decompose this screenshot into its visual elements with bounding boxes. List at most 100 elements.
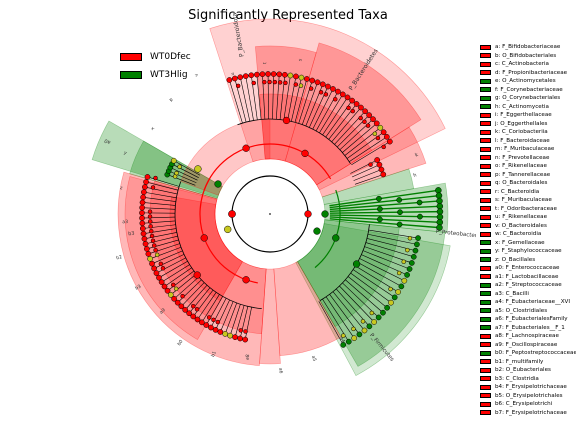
leaf-node [262, 79, 267, 85]
tree-branch [245, 76, 254, 121]
tree-branch [150, 246, 182, 260]
leaf-node [148, 224, 153, 229]
key-swatch [480, 163, 491, 169]
key-text: a1: F_Lactobacillaceae [495, 273, 559, 280]
key-text: x: F_Gemellaceae [495, 239, 545, 246]
leaf-node [232, 334, 238, 340]
key-swatch [480, 257, 491, 263]
tree-arc [319, 224, 370, 301]
key-item: a: F_Bifidobacteriaceae [480, 43, 576, 52]
leaf-node [335, 88, 341, 95]
leaf-node [212, 326, 219, 333]
leaf-node [375, 314, 382, 321]
tree-branch [345, 279, 384, 313]
leaf-node [272, 79, 278, 85]
leaf-node [353, 101, 360, 107]
leaf-node [167, 291, 174, 298]
leaf-node [362, 108, 368, 115]
key-item: b7: F_Erysipelotrichaceae [480, 409, 576, 418]
key-item: f: F_Corynebacteriaceae [480, 86, 576, 95]
key-item: a1: F_Lactobacillaceae [480, 273, 576, 282]
leaf-node [151, 243, 157, 248]
tree-branch [224, 302, 238, 334]
clade-node [214, 180, 222, 188]
clade-tag: b2 [116, 254, 123, 261]
leaf-node [145, 251, 152, 257]
leaf-node [259, 71, 266, 78]
key-swatch [480, 78, 491, 84]
tree-branch [283, 75, 291, 121]
leaf-node [323, 92, 329, 97]
key-text: r: C_Bacteroidia [495, 188, 540, 195]
key-item: g: O_Corynebacteriales [480, 94, 576, 103]
leaf-node [374, 157, 381, 163]
tree-branch [319, 94, 344, 134]
leaf-node [206, 315, 212, 320]
key-item: z: O_Bacillales [480, 256, 576, 265]
tree-branch [347, 276, 388, 308]
tree-branch [167, 174, 196, 186]
key-item: q: O_Bacteroidales [480, 179, 576, 188]
leaf-node [174, 170, 179, 176]
clade-node [282, 116, 291, 125]
key-swatch [480, 104, 491, 110]
leaf-node [388, 286, 393, 292]
leaf-node [406, 266, 413, 272]
leaf-node [190, 303, 196, 309]
key-item: b5: O_Erysipelotrichales [480, 392, 576, 401]
key-text: j: O_Eggerthellales [495, 120, 548, 127]
legend-item-wt3hlig: WT3Hlig [120, 66, 191, 84]
clade-tag: a4 [338, 336, 346, 344]
clade-label: a0 [104, 137, 112, 145]
tree-branch [365, 242, 414, 258]
key-text: z: O_Bacillales [495, 256, 536, 263]
key-text: d: F_Propionibacteriaceae [495, 69, 568, 76]
clade-node [313, 227, 321, 235]
tree-branch [318, 301, 344, 346]
leaf-node [217, 329, 224, 335]
key-text: p: F_Tannerellaceae [495, 171, 551, 178]
clade-shade-outer [124, 176, 243, 340]
leaf-node [386, 138, 393, 145]
leaf-node [235, 83, 241, 89]
leaf-node [435, 192, 443, 199]
key-item: h: C_Actinomycetia [480, 103, 576, 112]
leaf-node [237, 335, 243, 342]
leaf-node [142, 241, 149, 247]
clade-tag: y [123, 151, 128, 157]
tree-branch [301, 82, 318, 125]
legend-label: WT3Hlig [150, 70, 188, 80]
leaf-node [178, 303, 185, 310]
leaf-node [148, 228, 154, 234]
tree-branch [173, 276, 200, 300]
leaf-node [372, 131, 378, 137]
leaf-node [156, 274, 162, 281]
leaf-node [265, 71, 271, 77]
tree-branch [143, 196, 176, 202]
leaf-node [151, 265, 158, 272]
tree-branch [144, 186, 178, 195]
leaf-node [182, 307, 189, 313]
key-swatch [480, 112, 491, 118]
tree-branch [352, 269, 395, 298]
leaf-node [344, 94, 351, 101]
tree-arc [199, 178, 258, 284]
leaf-node [203, 322, 210, 328]
leaf-node [298, 83, 304, 88]
key-item: o: F_Rikenellaceae [480, 162, 576, 171]
leaf-node [267, 79, 272, 85]
leaf-node [226, 77, 233, 83]
tree-branch [239, 306, 249, 339]
key-swatch [480, 359, 491, 365]
key-swatch [480, 138, 491, 144]
leaf-node [339, 91, 346, 98]
leaf-node [164, 287, 171, 294]
tree-branch [244, 307, 252, 340]
leaf-node [384, 304, 390, 311]
key-text: a7: F_Eubacteriales__F_1 [495, 324, 565, 331]
tree-branch [164, 267, 192, 287]
leaf-node [242, 336, 249, 343]
leaf-node [368, 162, 373, 167]
leaf-node [371, 319, 377, 325]
leaf-node [153, 175, 158, 181]
